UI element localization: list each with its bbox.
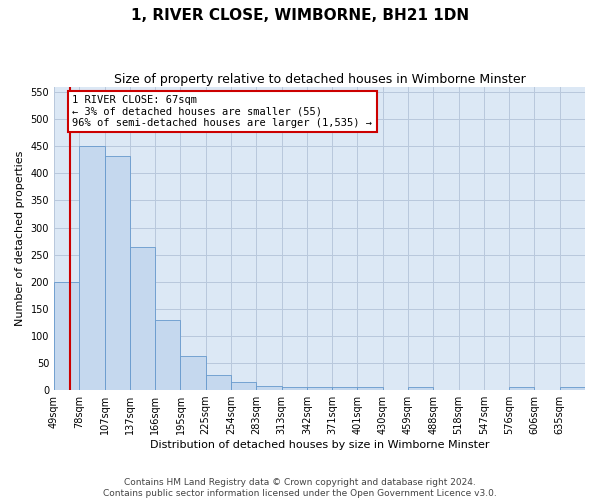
- Bar: [307, 388, 332, 390]
- X-axis label: Distribution of detached houses by size in Wimborne Minster: Distribution of detached houses by size …: [150, 440, 489, 450]
- Bar: [358, 387, 383, 390]
- Bar: [181, 356, 206, 390]
- Text: Contains HM Land Registry data © Crown copyright and database right 2024.
Contai: Contains HM Land Registry data © Crown c…: [103, 478, 497, 498]
- Bar: [130, 246, 155, 390]
- Bar: [332, 388, 358, 390]
- Bar: [54, 282, 79, 390]
- Bar: [560, 388, 585, 390]
- Bar: [231, 382, 256, 390]
- Bar: [104, 156, 130, 390]
- Bar: [408, 388, 433, 390]
- Bar: [155, 320, 181, 390]
- Bar: [281, 388, 307, 390]
- Bar: [79, 146, 104, 390]
- Text: 1, RIVER CLOSE, WIMBORNE, BH21 1DN: 1, RIVER CLOSE, WIMBORNE, BH21 1DN: [131, 8, 469, 22]
- Y-axis label: Number of detached properties: Number of detached properties: [15, 150, 25, 326]
- Title: Size of property relative to detached houses in Wimborne Minster: Size of property relative to detached ho…: [113, 72, 526, 86]
- Bar: [206, 375, 231, 390]
- Bar: [256, 386, 281, 390]
- Text: 1 RIVER CLOSE: 67sqm
← 3% of detached houses are smaller (55)
96% of semi-detach: 1 RIVER CLOSE: 67sqm ← 3% of detached ho…: [73, 95, 373, 128]
- Bar: [509, 388, 535, 390]
